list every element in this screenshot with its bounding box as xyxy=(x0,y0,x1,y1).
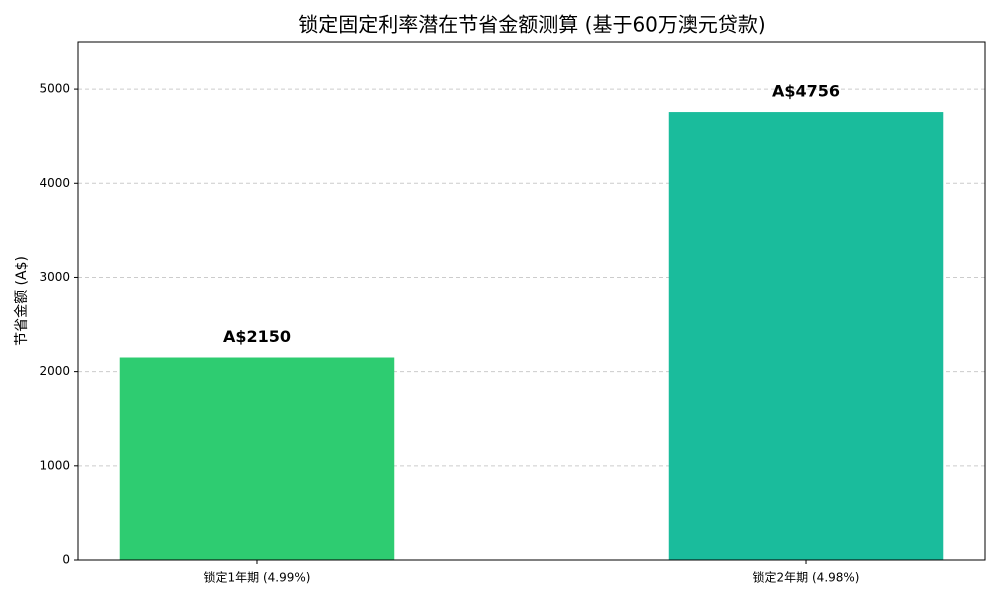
plot-area: 0 1000 2000 3000 4000 5000 A$2150 锁定1年期 (4.99%)… xyxy=(39,82,985,585)
y-tick-label: 1000 xyxy=(39,458,70,472)
chart-title: 锁定固定利率潜在节省金额测算 (基于60万澳元贷款) xyxy=(298,13,765,37)
bar xyxy=(119,357,395,560)
x-tick-label: 锁定2年期 (4.98%) xyxy=(753,570,860,585)
y-tick-label: 3000 xyxy=(39,270,70,284)
bar xyxy=(668,112,944,560)
value-label: A$2150 xyxy=(223,327,291,346)
y-tick-label: 4000 xyxy=(39,176,70,190)
y-axis-label: 节省金额 (A$) xyxy=(14,256,30,346)
y-tick-label: 2000 xyxy=(39,364,70,378)
value-label: A$4756 xyxy=(772,82,840,101)
y-tick-label: 0 xyxy=(62,553,70,567)
y-tick-label: 5000 xyxy=(39,82,70,96)
plot-frame xyxy=(77,41,986,561)
x-tick-label: 锁定1年期 (4.99%) xyxy=(204,570,311,585)
